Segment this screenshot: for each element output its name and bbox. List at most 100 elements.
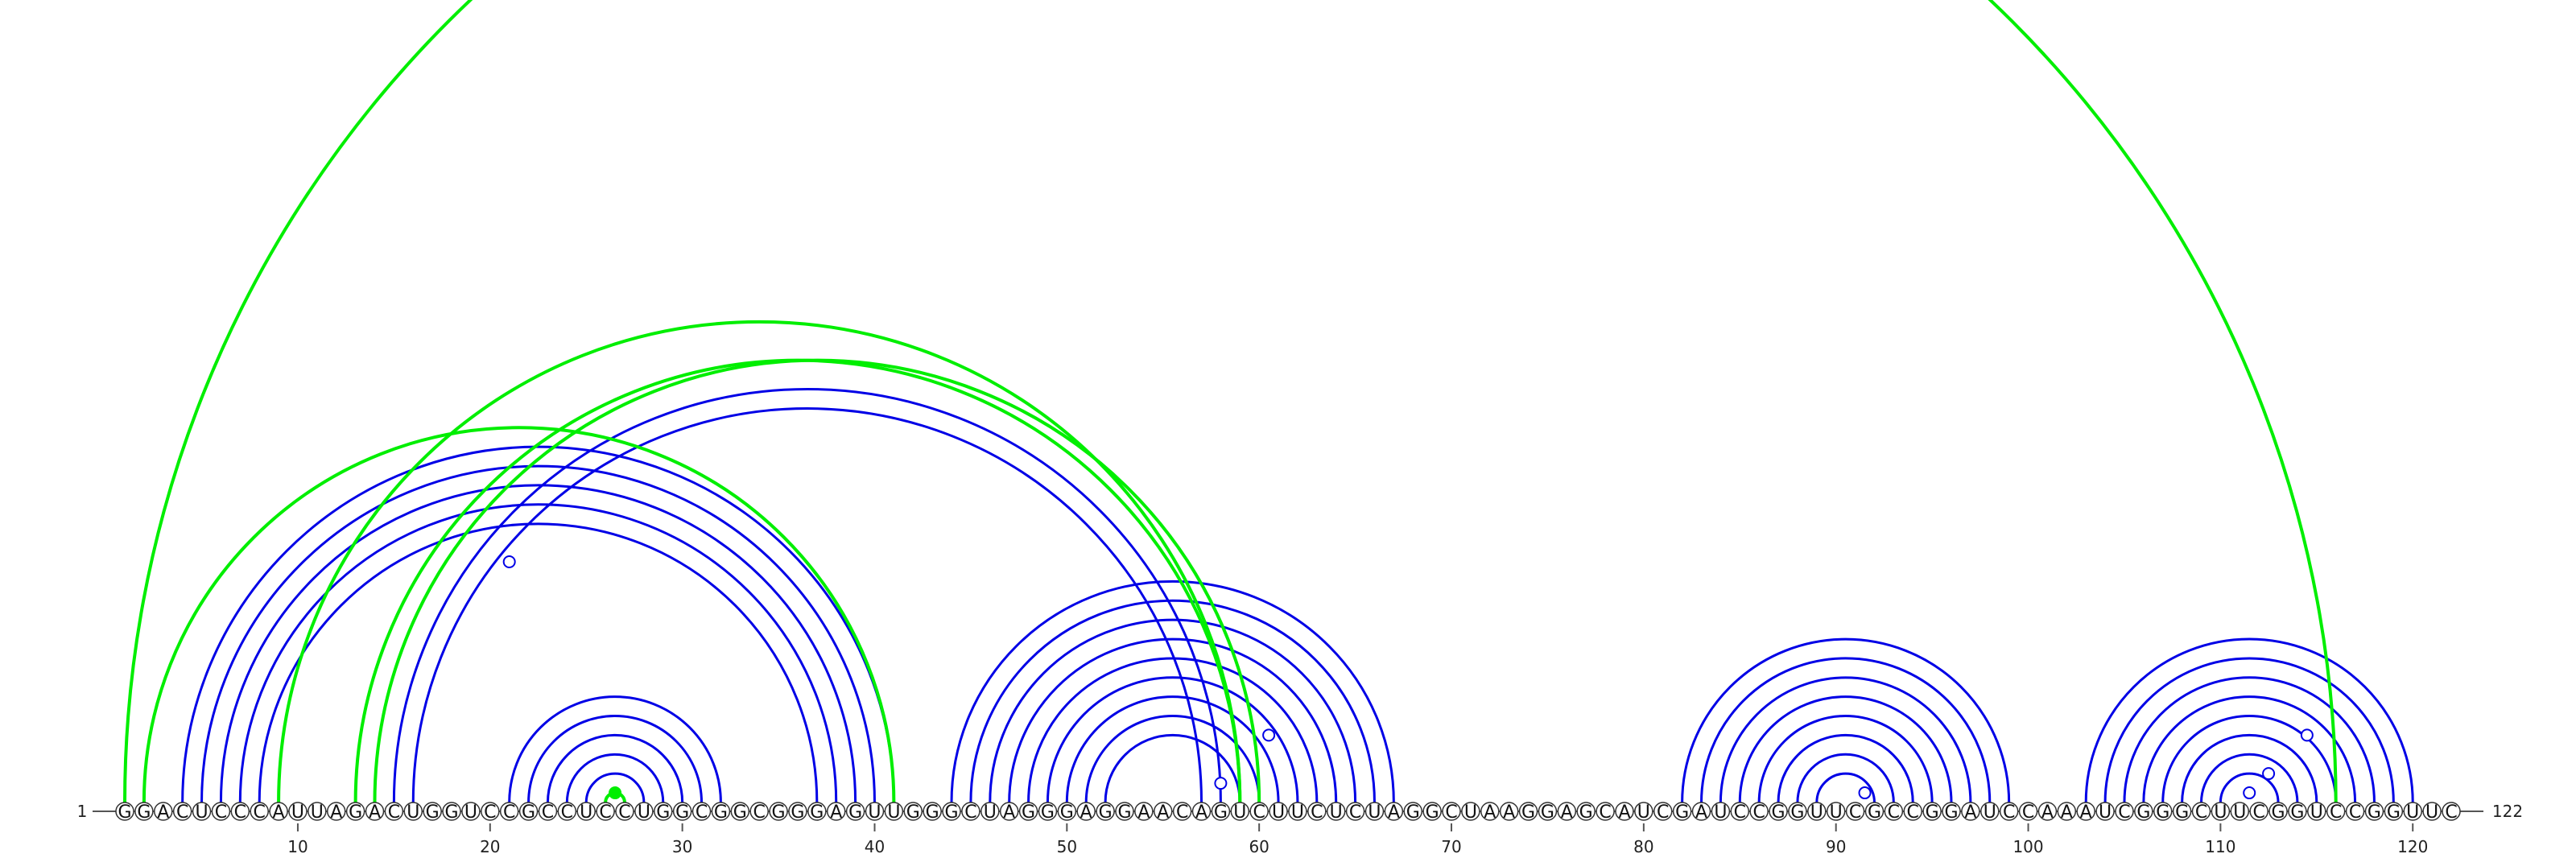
nucleotide-circle [1845,802,1865,821]
nucleotide-letter: A [1157,802,1169,823]
nucleotide-letter: C [1599,802,1611,823]
nucleotide-circle [2307,802,2326,821]
blue-pair-arc [950,580,1395,803]
nucleotide-letter: C [503,802,515,823]
nucleotide-letter: U [2425,802,2438,823]
nucleotide-circle [2153,802,2173,821]
nucleotide-letter: G [1041,802,1055,823]
nucleotide: A [1480,802,1500,823]
tick-label: 110 [2205,837,2235,856]
nucleotide: C [2191,802,2211,823]
nucleotide-letter: G [349,802,362,823]
blue-pair-arc [1681,638,2011,803]
nucleotide-letter: A [1080,802,1092,823]
nucleotide-circle [1672,802,1692,821]
nucleotide: C [1884,802,1904,823]
nucleotide: U [308,802,327,823]
nucleotide-letter: G [675,802,689,823]
nucleotide-circle [845,802,865,821]
nucleotide-circle [403,802,423,821]
nucleotide: U [1461,802,1480,823]
blue-pair-arc [200,464,876,803]
nucleotide-letter: A [330,802,342,823]
nucleotide-letter: C [176,802,188,823]
base-pair-arcs [125,0,2414,803]
nucleotide-letter: C [2195,802,2207,823]
nucleotide: G [1403,802,1422,823]
nucleotide-circle [2403,802,2422,821]
nucleotide-letter: A [2061,802,2073,823]
nucleotide-letter: C [1657,802,1669,823]
blue-pair-arc [1104,733,1241,803]
nucleotide-letter: U [2214,802,2227,823]
nucleotide-letter: A [1137,802,1150,823]
nucleotide-circle [557,802,577,821]
nucleotide-letter: A [830,802,842,823]
nucleotide: G [1518,802,1538,823]
nucleotide-circle [481,802,500,821]
blue-pair-arc [1815,773,1876,803]
nucleotide-circle [269,802,288,821]
nucleotide-letter: U [1714,802,1727,823]
nucleotide-letter: G [2136,802,2150,823]
nucleotide: C [2249,802,2268,823]
nucleotide-circle [2172,802,2192,821]
nucleotide: G [2134,802,2153,823]
nucleotide: A [326,802,346,823]
tick-label: 40 [865,837,885,856]
nucleotide-letter: C [1907,802,1919,823]
nucleotide: U [865,802,885,823]
nucleotide-letter: C [1445,802,1457,823]
nucleotide: G [2172,802,2192,823]
nucleotide-circle [1172,802,1192,821]
blue-pair-arc [411,406,1203,803]
nucleotide-circle [1499,802,1519,821]
nucleotide-letter: U [1464,802,1477,823]
nucleotide: G [1788,802,1807,823]
nucleotide-circle [596,802,615,821]
tick-label: 120 [2397,837,2428,856]
nucleotide: G [1211,802,1231,823]
nucleotide-circle [2384,802,2404,821]
nucleotide-letter: U [1330,802,1343,823]
blue-pair-arc [2103,657,2395,803]
nucleotide-circle [326,802,346,821]
nucleotide: C [499,802,519,823]
blue-pair-arc [1084,715,1261,803]
nucleotide: A [2037,802,2058,823]
nucleotide-letter: C [1253,802,1265,823]
nucleotide-circle [1422,802,1442,821]
nucleotide: C [557,802,577,823]
nucleotide-letter: U [1637,802,1650,823]
nucleotide: A [1154,802,1173,823]
nucleotide-letter: C [599,802,611,823]
nucleotide-letter: C [1849,802,1861,823]
nucleotide: C [211,802,231,823]
nucleotide-letter: U [887,802,900,823]
nucleotide-circle [1864,802,1885,821]
open-marker [2243,786,2256,800]
nucleotide: C [538,802,558,823]
nucleotide: G [442,802,461,823]
nucleotide-letter: C [964,802,976,823]
nucleotide-circle [634,802,654,821]
nucleotide-circle [884,802,904,821]
nucleotide-letter: G [848,802,862,823]
nucleotide-letter: C [254,802,266,823]
nucleotide-letter: G [926,802,939,823]
blue-pair-arc [1719,677,1972,803]
nucleotide-circle [2442,802,2461,821]
nucleotide-circle [1730,802,1750,821]
nucleotide-letter: C [542,802,554,823]
nucleotide: C [2326,802,2346,823]
nucleotide-letter: G [1926,802,1939,823]
nucleotide: A [999,802,1019,823]
nucleotide-letter: U [984,802,997,823]
nucleotide: C [596,802,615,823]
nucleotide-letter: C [753,802,765,823]
nucleotide-circle [788,802,807,821]
nucleotide: C [1345,802,1365,823]
nucleotide-circle [615,802,634,821]
nucleotide-letter: U [580,802,592,823]
